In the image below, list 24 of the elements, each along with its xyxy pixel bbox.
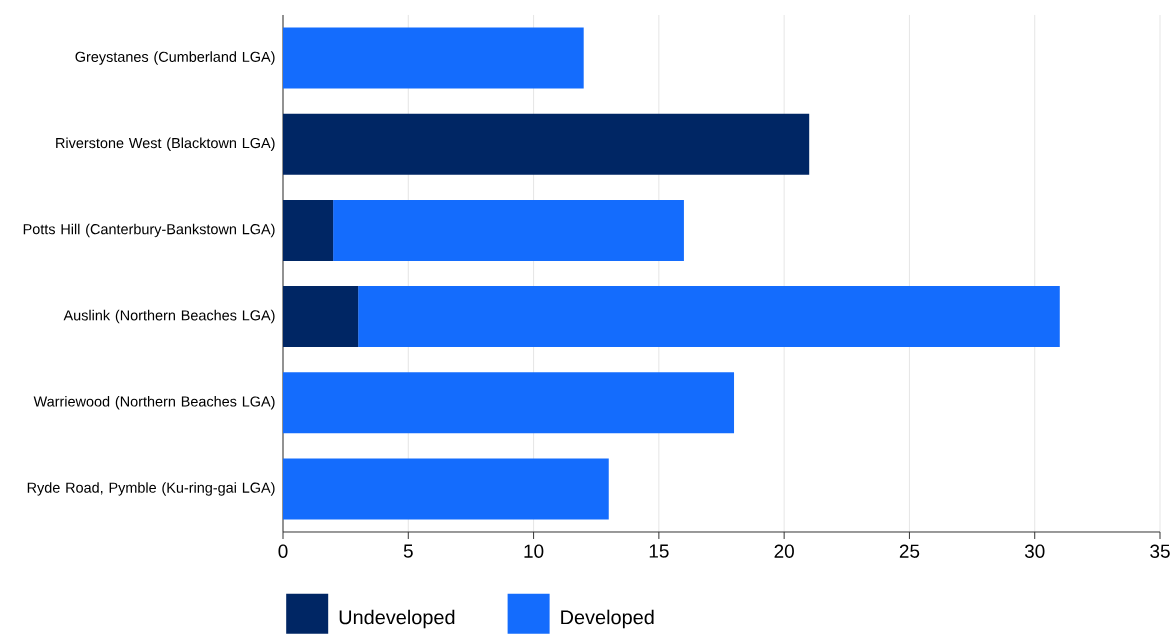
bar: [283, 199, 334, 261]
x-tick-label: 35: [1150, 544, 1170, 558]
bar: [283, 372, 735, 434]
y-tick-label: Riverstone West (Blacktown LGA): [56, 137, 275, 151]
x-tick-label: 5: [403, 544, 413, 558]
y-tick-label: Ryde Road, Pymble (Ku-ring-gai LGA): [27, 482, 275, 496]
x-tick-label: 30: [1024, 544, 1045, 558]
y-tick-label: Potts Hill (Canterbury-Bankstown LGA): [23, 223, 275, 238]
bar: [283, 27, 584, 89]
bar: [283, 113, 810, 175]
x-tick-label: 0: [278, 544, 288, 558]
legend-label: Undeveloped: [339, 609, 455, 629]
y-tick-label: Warriewood (Northern Beaches LGA): [33, 396, 275, 410]
x-tick-label: 20: [774, 544, 794, 558]
legend-label: Developed: [561, 609, 654, 629]
x-tick-label: 15: [649, 544, 669, 558]
bar: [283, 458, 609, 520]
x-tick-label: 10: [524, 544, 544, 558]
bar: [358, 286, 1060, 348]
bar: [283, 286, 359, 348]
y-tick-label: Greystanes (Cumberland LGA): [75, 51, 275, 65]
x-tick-label: 25: [899, 544, 920, 558]
bar: [333, 199, 684, 261]
y-tick-label: Auslink (Northern Beaches LGA): [63, 309, 275, 324]
